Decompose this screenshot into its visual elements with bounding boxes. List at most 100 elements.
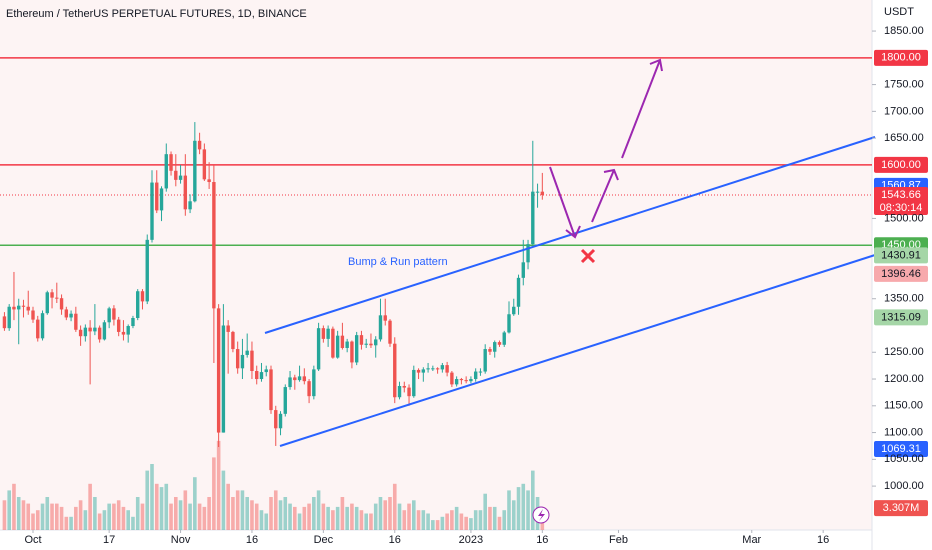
candle-body bbox=[316, 328, 321, 370]
volume-bar bbox=[269, 497, 273, 530]
volume-layer bbox=[2, 440, 545, 530]
volume-bar bbox=[178, 500, 183, 530]
candle-layer bbox=[2, 122, 545, 448]
candle-body bbox=[116, 319, 121, 332]
price-tag-label: 1430.91 bbox=[881, 249, 921, 261]
candle-body bbox=[97, 327, 102, 340]
price-tags: 1800.001600.001450.001560.871543.6608:30… bbox=[874, 49, 928, 517]
volume-bar bbox=[316, 490, 321, 530]
volume-bar bbox=[235, 490, 240, 530]
candle-body bbox=[383, 315, 387, 321]
volume-tag-label: 3.307M bbox=[883, 502, 920, 514]
volume-bar bbox=[83, 510, 88, 530]
candle-body bbox=[2, 316, 7, 329]
volume-bar bbox=[283, 497, 288, 530]
candle-body bbox=[464, 380, 468, 382]
volume-bar bbox=[469, 518, 473, 530]
price-tag bbox=[874, 265, 928, 282]
volume-bar bbox=[416, 510, 421, 530]
volume-bar bbox=[207, 497, 211, 530]
volume-bar bbox=[169, 503, 173, 530]
volume-bar bbox=[45, 497, 50, 530]
volume-bar bbox=[131, 516, 135, 530]
candle-body bbox=[302, 376, 307, 382]
candle-body bbox=[31, 310, 35, 320]
candle-body bbox=[459, 379, 464, 381]
volume-bar bbox=[378, 497, 383, 530]
candle-body bbox=[369, 343, 373, 346]
volume-bar bbox=[388, 497, 392, 530]
pattern-label: Bump & Run pattern bbox=[348, 256, 448, 268]
price-tag-label: 1543.66 bbox=[881, 189, 921, 201]
candle-body bbox=[493, 342, 497, 352]
candle-body bbox=[454, 379, 459, 385]
candle-body bbox=[88, 327, 92, 332]
volume-bar bbox=[288, 503, 292, 530]
y-tick-label: 1050.00 bbox=[884, 453, 924, 465]
volume-bar bbox=[159, 487, 164, 530]
volume-bar bbox=[145, 470, 150, 530]
volume-bar bbox=[397, 503, 402, 530]
candle-body bbox=[502, 332, 506, 345]
candle-body bbox=[278, 413, 283, 429]
y-tick-label: 1000.00 bbox=[884, 480, 924, 492]
volume-bar bbox=[454, 506, 459, 530]
price-tag-label: 1396.46 bbox=[881, 268, 921, 280]
candle-body bbox=[354, 335, 359, 363]
volume-bar bbox=[273, 490, 278, 530]
candle-body bbox=[250, 350, 254, 371]
candle-body bbox=[226, 325, 230, 332]
volume-bar bbox=[345, 506, 349, 530]
volume-bar bbox=[240, 490, 245, 530]
y-tick-label: 1700.00 bbox=[884, 105, 924, 117]
candle-body bbox=[193, 140, 197, 202]
event-icon-bolt bbox=[538, 509, 545, 521]
candle-body bbox=[535, 191, 540, 193]
candle-body bbox=[40, 313, 45, 339]
volume-bar bbox=[12, 483, 16, 530]
candle-body bbox=[17, 305, 21, 310]
candle-body bbox=[216, 308, 221, 433]
candle-body bbox=[393, 343, 397, 398]
volume-bar bbox=[440, 516, 445, 530]
candle-body bbox=[359, 335, 364, 345]
candle-body bbox=[64, 309, 69, 318]
volume-bar bbox=[531, 470, 535, 530]
volume-bar bbox=[93, 497, 97, 530]
x-tick-label: 16 bbox=[536, 534, 548, 546]
candle-body bbox=[340, 335, 345, 348]
volume-bar bbox=[483, 493, 487, 530]
candle-body bbox=[412, 369, 416, 397]
candle-body bbox=[540, 191, 545, 196]
candle-body bbox=[440, 365, 445, 370]
volume-bar bbox=[464, 516, 468, 530]
y-axis-label: USDT bbox=[884, 6, 914, 18]
volume-bar bbox=[516, 487, 521, 530]
x-mark bbox=[580, 248, 596, 264]
volume-bar bbox=[188, 503, 192, 530]
candle-body bbox=[50, 292, 54, 298]
candle-body bbox=[259, 372, 264, 380]
volume-bar bbox=[392, 483, 397, 530]
volume-bar bbox=[373, 503, 378, 530]
volume-bar bbox=[40, 503, 45, 530]
x-tick-label: Feb bbox=[609, 534, 628, 546]
candle-body bbox=[83, 327, 88, 337]
volume-bar bbox=[64, 516, 69, 530]
candle-body bbox=[378, 315, 383, 340]
candle-body bbox=[240, 354, 245, 369]
x-tick-label: 2023 bbox=[459, 534, 483, 546]
volume-bar bbox=[492, 506, 497, 530]
volume-bar bbox=[88, 483, 92, 530]
volume-bar bbox=[326, 506, 330, 530]
volume-bar bbox=[221, 470, 226, 530]
price-tag-label: 1069.31 bbox=[881, 443, 921, 455]
volume-bar bbox=[250, 500, 254, 530]
volume-bar bbox=[216, 440, 221, 530]
volume-bar bbox=[135, 497, 140, 530]
volume-bar bbox=[402, 510, 407, 530]
volume-bar bbox=[116, 500, 121, 530]
volume-bar bbox=[307, 503, 311, 530]
price-tag-label: 1315.09 bbox=[881, 311, 921, 323]
